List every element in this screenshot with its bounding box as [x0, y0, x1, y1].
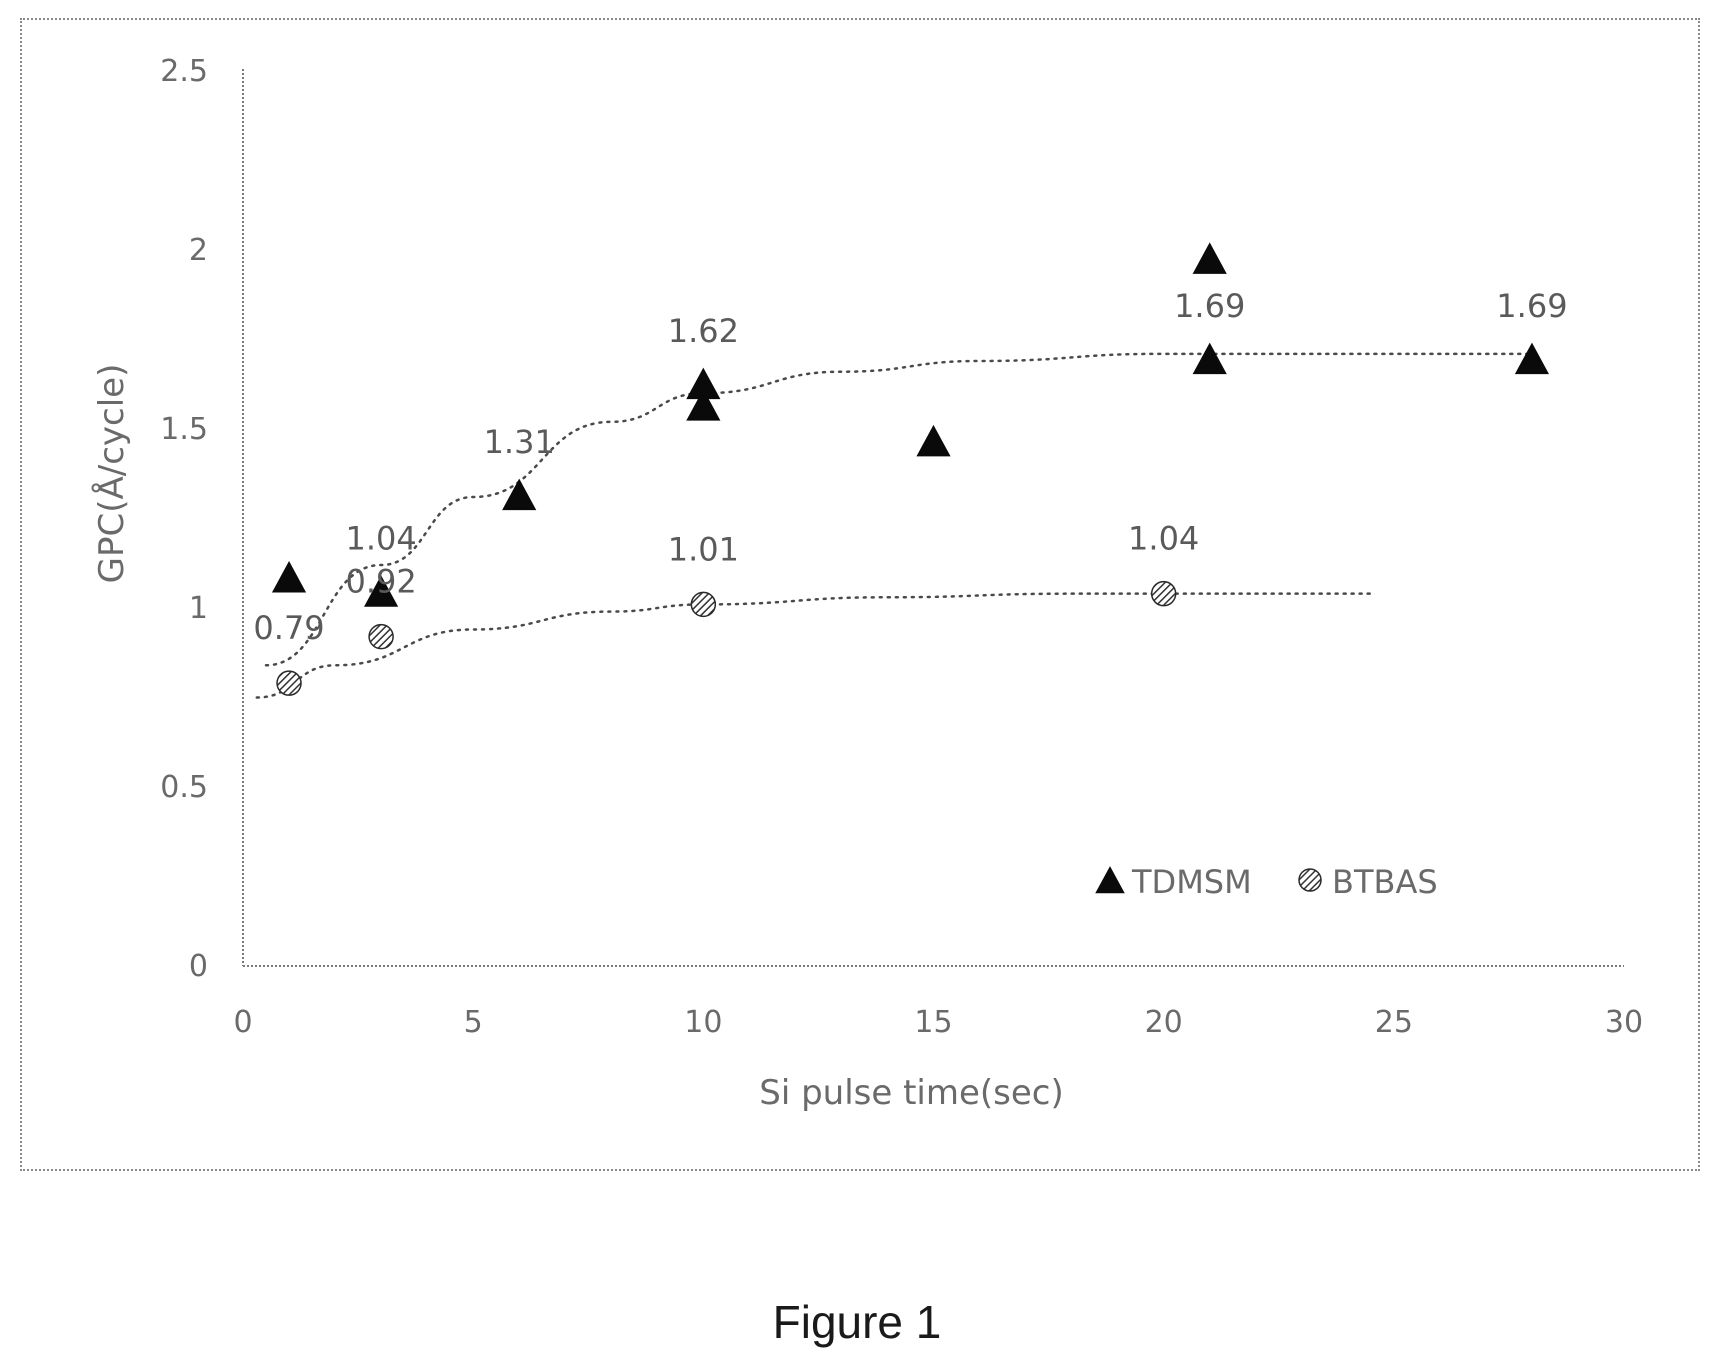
data-label-tdmsm: 1.69 — [1496, 287, 1567, 325]
x-tick-label: 15 — [914, 1005, 952, 1040]
trendline-btbas — [255, 592, 1373, 699]
trendlines — [255, 352, 1534, 699]
y-tick-label: 2 — [189, 233, 208, 268]
marker-btbas — [276, 670, 302, 696]
y-tick-label: 1 — [189, 591, 208, 626]
data-label-btbas: 0.79 — [253, 609, 324, 647]
figure-caption: Figure 1 — [772, 1296, 942, 1348]
x-axis-title: Si pulse time(sec) — [759, 1073, 1064, 1113]
x-tick-label: 25 — [1375, 1005, 1413, 1040]
data-label-tdmsm: 1.69 — [1174, 287, 1245, 325]
marker-btbas — [1150, 580, 1177, 607]
marker-tdmsm — [502, 478, 537, 511]
legend-label-tdmsm: TDMSM — [1131, 863, 1252, 901]
y-tick-label: 0.5 — [160, 770, 208, 805]
legend-marker-tdmsm — [1095, 866, 1125, 894]
marker-tdmsm — [916, 424, 951, 457]
marker-tdmsm — [271, 560, 307, 593]
x-tick-label: 0 — [233, 1005, 252, 1040]
marker-tdmsm — [364, 575, 399, 607]
data-labels: 1.04 1.31 1.62 1.69 1.69 0.79 0.92 1.01 1.04 — [253, 287, 1567, 647]
legend-marker-btbas — [1298, 868, 1322, 892]
x-tick-label: 10 — [684, 1005, 722, 1040]
x-tick-label: 30 — [1605, 1005, 1643, 1040]
y-tick-label: 0 — [189, 949, 208, 984]
marker-tdmsm — [1192, 242, 1227, 274]
marker-tdmsm — [686, 389, 721, 421]
x-tick-label: 20 — [1145, 1005, 1183, 1040]
data-label-tdmsm: 1.04 — [345, 520, 416, 558]
data-label-tdmsm: 1.31 — [484, 423, 555, 461]
axes: 0 5 10 15 20 25 30 0 0.5 1 1.5 2 2.5 Si pulse time(se… — [91, 54, 1643, 1113]
data-label-tdmsm: 1.62 — [668, 312, 739, 350]
data-markers — [271, 242, 1550, 696]
data-label-btbas: 1.01 — [668, 530, 739, 568]
chart-frame — [20, 18, 1700, 1171]
marker-tdmsm — [1514, 342, 1550, 375]
x-tick-label: 5 — [464, 1005, 483, 1040]
data-label-btbas: 1.04 — [1128, 520, 1199, 558]
marker-tdmsm — [1192, 342, 1227, 375]
legend-label-btbas: BTBAS — [1332, 863, 1438, 901]
legend: TDMSM BTBAS — [1095, 863, 1438, 901]
marker-btbas — [690, 591, 717, 618]
marker-btbas — [368, 623, 394, 650]
trendline-tdmsm — [264, 352, 1534, 667]
data-label-btbas: 0.92 — [345, 563, 416, 601]
y-tick-label: 1.5 — [160, 412, 208, 447]
y-axis-title: GPC(Å/cycle) — [91, 364, 132, 584]
y-tick-label: 2.5 — [160, 54, 208, 89]
